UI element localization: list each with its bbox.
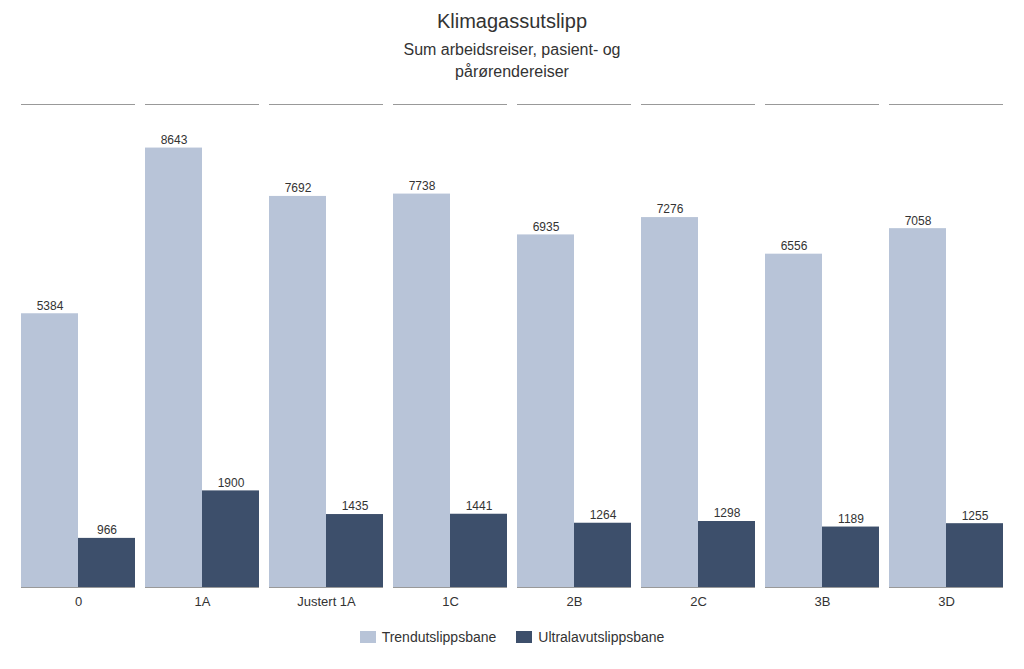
svg-text:7058: 7058 xyxy=(905,213,932,227)
html-text:Ultralavutslippsbane: Ultralavutslippsbane xyxy=(538,628,665,645)
svg-text:1298: 1298 xyxy=(714,506,741,520)
svg-text:7692: 7692 xyxy=(285,181,312,195)
svg-text:2B: 2B xyxy=(567,594,583,609)
svg-text:7276: 7276 xyxy=(657,202,684,216)
svg-text:966: 966 xyxy=(97,523,117,537)
svg-text:3D: 3D xyxy=(938,594,955,609)
svg-text:3B: 3B xyxy=(815,594,831,609)
svg-text:7738: 7738 xyxy=(409,179,436,193)
svg-text:1441: 1441 xyxy=(466,499,493,513)
svg-text:2C: 2C xyxy=(690,594,707,609)
svg-text:6556: 6556 xyxy=(781,239,808,253)
html-text:Sum arbeidsreiser, pasient- og: Sum arbeidsreiser, pasient- og pårørende… xyxy=(403,41,621,81)
html-text:Trendutslippsbane: Trendutslippsbane xyxy=(381,628,497,645)
svg-text:8643: 8643 xyxy=(161,133,188,147)
svg-text:0: 0 xyxy=(75,594,82,609)
svg-text:1900: 1900 xyxy=(218,476,245,490)
svg-text:1255: 1255 xyxy=(962,508,989,522)
svg-text:Justert 1A: Justert 1A xyxy=(297,594,356,609)
svg-text:1435: 1435 xyxy=(342,499,369,513)
svg-text:6935: 6935 xyxy=(533,220,560,234)
svg-text:1264: 1264 xyxy=(590,508,617,522)
svg-text:5384: 5384 xyxy=(37,298,64,312)
svg-text:1189: 1189 xyxy=(838,512,864,526)
html-text:Klimagassutslipp: Klimagassutslipp xyxy=(437,10,587,32)
svg-text:1A: 1A xyxy=(195,594,211,609)
svg-text:1C: 1C xyxy=(442,594,459,609)
